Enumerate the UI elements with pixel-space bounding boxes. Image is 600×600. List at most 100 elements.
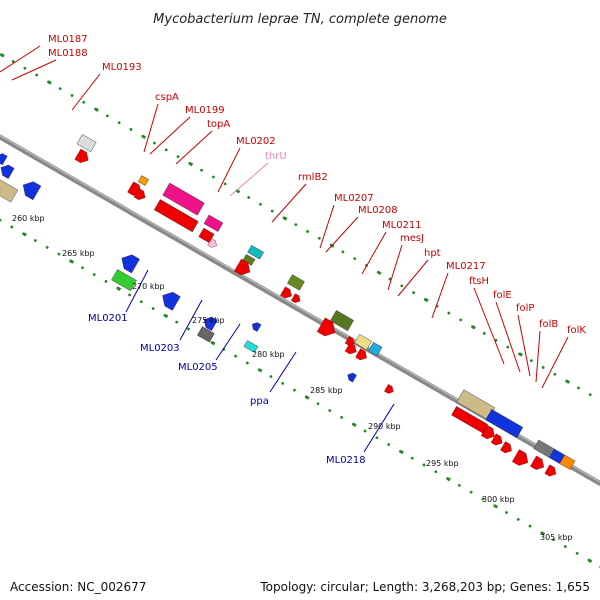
ruler-dot — [82, 100, 86, 104]
gene-label-ml0187: ML0187 — [48, 34, 88, 45]
reverse-gene-arrow — [162, 292, 181, 311]
ruler-dot — [552, 538, 555, 542]
ruler-tick-mark — [377, 270, 382, 276]
leader-line-folb — [535, 330, 541, 383]
ruler-dot — [328, 409, 332, 412]
gene-label-mesj: mesJ — [400, 233, 424, 244]
leader-line-ml0188 — [11, 59, 57, 81]
ruler-dot — [341, 250, 345, 254]
ruler-dot — [153, 141, 156, 145]
forward-gene-arrow — [133, 188, 146, 200]
gene-label-ml0217: ML0217 — [446, 261, 486, 272]
ruler-dot — [33, 239, 37, 242]
ruler-dot — [247, 196, 251, 199]
leader-line-folk — [541, 336, 569, 389]
gene-block-magenta — [203, 214, 224, 232]
ruler-dot — [57, 252, 61, 256]
ruler-tick-mark — [236, 189, 241, 194]
forward-gene-arrow — [344, 336, 355, 346]
ruler-dot — [58, 87, 62, 91]
leader-line-folp — [517, 314, 531, 377]
ruler-dot — [293, 388, 296, 392]
ruler-tick-mark — [305, 395, 310, 400]
leader-line-ftsh — [473, 287, 505, 365]
ruler-tick-mark — [352, 422, 357, 427]
ruler-tick-mark — [94, 107, 99, 112]
ruler-tick-mark — [283, 216, 288, 221]
ruler-tick-mark — [0, 53, 5, 58]
ruler-dot — [422, 463, 426, 467]
gene-block-cyan — [243, 340, 259, 353]
ruler-dot — [281, 381, 285, 385]
ruler-dot — [528, 524, 532, 528]
kbp-tick-label: 275 kbp — [192, 316, 225, 325]
gene-label-ml0202: ML0202 — [236, 136, 276, 147]
ruler-dot — [139, 300, 143, 304]
gene-block-grey — [76, 134, 97, 153]
gene-block-grey — [197, 326, 215, 343]
ruler-dot — [410, 456, 414, 460]
gene-label-folk: folK — [567, 325, 586, 336]
leader-line-fole — [495, 301, 521, 373]
forward-gene-arrow — [544, 464, 557, 477]
ruler-dot — [270, 209, 274, 213]
kbp-tick-label: 305 kbp — [540, 533, 573, 542]
reverse-gene-arrow — [347, 372, 357, 383]
genome-summary-text: Topology: circular; Length: 3,268,203 bp… — [260, 580, 590, 594]
leader-line-cspa — [143, 103, 159, 153]
gene-block-yellow — [354, 333, 372, 351]
ruler-tick-mark — [189, 162, 194, 167]
ruler-dot — [529, 359, 533, 363]
gene-label-topa: topA — [207, 119, 230, 130]
gene-label-cspa: cspA — [155, 92, 179, 103]
kbp-tick-label: 300 kbp — [482, 495, 515, 504]
ruler-dot — [129, 128, 133, 131]
gene-label-folb: folB — [539, 319, 558, 330]
gene-block-olive — [287, 274, 305, 291]
gene-labels: ML0187 ML0188 ML0193 cspA ML0199 topA ML0202 th… — [48, 34, 586, 466]
gene-label-ftsh: ftsH — [469, 276, 489, 287]
reverse-gene-arrow — [0, 164, 15, 179]
ruler-tick-mark — [541, 531, 546, 536]
gene-label-ml0218: ML0218 — [326, 455, 366, 466]
reverse-gene-arrow — [203, 316, 218, 331]
leader-line-ml0218 — [363, 403, 395, 453]
gene-label-ml0205: ML0205 — [178, 362, 218, 373]
accession-text: Accession: NC_002677 — [10, 580, 147, 594]
leader-line-topa — [175, 130, 213, 165]
ruler-dot — [223, 182, 227, 186]
ruler-dot — [23, 66, 27, 70]
label-leader-lines — [0, 45, 569, 453]
leader-line-ppa — [269, 351, 297, 393]
ruler-tick-mark — [493, 504, 499, 509]
ruler-dot — [541, 366, 545, 369]
gene-label-ml0203: ML0203 — [140, 343, 180, 354]
ruler-dot — [459, 318, 463, 322]
ruler-dot — [234, 354, 237, 358]
forward-gene-arrow — [512, 449, 529, 466]
ruler-dot — [245, 361, 249, 365]
forward-gene-arrow — [384, 384, 394, 394]
gene-block-orange — [559, 454, 576, 470]
leader-line-ml0199 — [149, 116, 191, 155]
gene-block-green — [111, 269, 137, 292]
ruler-dot — [375, 436, 379, 440]
ruler-dot — [81, 266, 84, 270]
ruler-dot — [128, 293, 131, 297]
kbp-tick-label: 270 kbp — [132, 282, 165, 291]
ruler-tick-mark — [69, 259, 75, 264]
leader-line-hpt — [397, 259, 429, 297]
gene-label-ml0208: ML0208 — [358, 205, 398, 216]
forward-gene-arrow — [74, 148, 89, 163]
gene-label-ml0201: ML0201 — [88, 313, 128, 324]
ruler-dot — [340, 415, 343, 419]
ruler-dot — [469, 490, 473, 494]
ruler-dot — [412, 291, 415, 295]
gene-label-fole: folE — [493, 290, 512, 301]
gene-label-folp: folP — [516, 303, 534, 314]
gene-block-olive — [330, 310, 354, 332]
kbp-ticks: 260 kbp 265 kbp 270 kbp 275 kbp 280 kbp 285 k… — [12, 214, 573, 542]
ruler-dot — [588, 393, 592, 397]
gene-features — [0, 134, 576, 477]
